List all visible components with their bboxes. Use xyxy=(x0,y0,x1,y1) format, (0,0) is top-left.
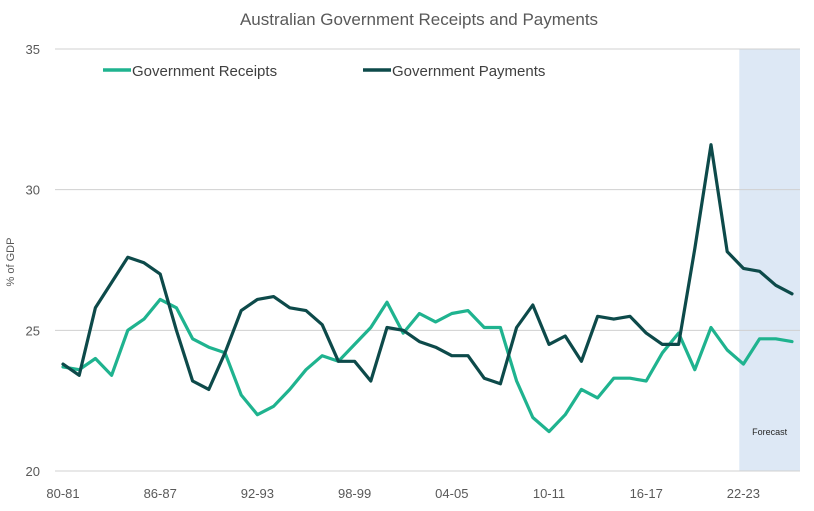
series-lines xyxy=(61,143,794,434)
gridlines xyxy=(55,48,800,472)
y-tick-label: 30 xyxy=(26,183,40,198)
chart-title: Australian Government Receipts and Payme… xyxy=(240,10,598,29)
legend-label-receipts: Government Receipts xyxy=(132,63,277,80)
y-axis-label: % of GDP xyxy=(5,238,17,287)
x-tick-label: 04-05 xyxy=(435,486,468,501)
y-tick-label: 35 xyxy=(26,42,40,57)
x-tick-label: 86-87 xyxy=(144,486,177,501)
x-axis-ticks: 80-81 86-87 92-93 98-99 04-05 10-11 16-17 22-23 xyxy=(46,486,760,501)
x-tick-label: 16-17 xyxy=(630,486,663,501)
legend-label-payments: Government Payments xyxy=(392,63,545,80)
x-tick-label: 80-81 xyxy=(46,486,79,501)
x-tick-label: 22-23 xyxy=(727,486,760,501)
y-axis-ticks: 20 25 30 35 xyxy=(26,42,40,479)
forecast-label: Forecast xyxy=(752,427,788,437)
x-tick-label: 92-93 xyxy=(241,486,274,501)
y-tick-label: 25 xyxy=(26,323,40,338)
x-tick-label: 98-99 xyxy=(338,486,371,501)
y-tick-label: 20 xyxy=(26,464,40,479)
legend: Government Receipts Government Payments xyxy=(103,63,545,80)
forecast-region xyxy=(739,49,800,471)
x-tick-label: 10-11 xyxy=(533,486,565,501)
series-line-payments xyxy=(61,143,794,391)
